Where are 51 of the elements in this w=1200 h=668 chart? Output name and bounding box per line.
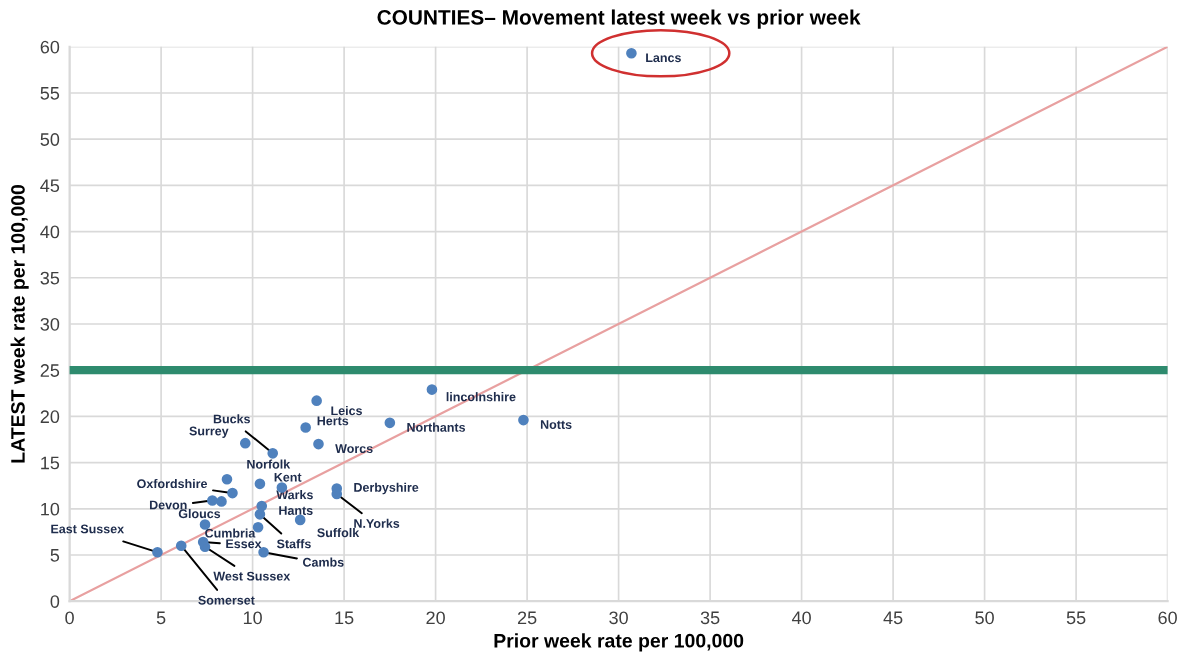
y-tick-label: 50 [40, 133, 60, 146]
y-tick-label: 5 [50, 549, 60, 562]
x-tick-label: 30 [609, 611, 628, 625]
x-tick-label: 55 [1066, 611, 1086, 625]
y-tick-label: 55 [40, 87, 60, 100]
x-tick-label: 5 [156, 611, 166, 625]
chart-title: COUNTIES– Movement latest week vs prior week [377, 9, 861, 29]
x-tick-label: 40 [791, 611, 811, 625]
y-tick-label: 45 [40, 179, 60, 193]
x-tick-label: 45 [883, 611, 903, 625]
y-tick-label: 25 [40, 364, 60, 377]
point [300, 422, 311, 433]
x-tick-label: 35 [700, 611, 720, 625]
point [518, 414, 529, 426]
x-tick-label: 10 [243, 611, 262, 625]
point [227, 487, 238, 499]
x-axis-title: Prior week rate per 100,000 [494, 633, 744, 652]
x-tick-label: 0 [65, 611, 74, 625]
x-tick-label: 60 [1158, 611, 1177, 625]
point [256, 500, 268, 512]
x-tick-label: 15 [335, 611, 354, 625]
x-tick-label: 25 [517, 611, 537, 625]
point [175, 540, 187, 552]
y-tick-label: 30 [40, 317, 60, 331]
point [216, 496, 227, 507]
point [294, 514, 306, 526]
point [239, 437, 251, 449]
point [258, 546, 269, 558]
y-tick-label: 20 [40, 410, 60, 424]
point [207, 495, 218, 506]
point [199, 519, 211, 530]
y-tick-label: 35 [40, 271, 60, 285]
y-tick-label: 40 [40, 225, 60, 239]
point [313, 438, 324, 450]
point [254, 478, 266, 490]
y-tick-label: 10 [41, 502, 60, 516]
point [384, 417, 396, 429]
point [267, 448, 279, 459]
point [311, 395, 322, 406]
point [254, 509, 266, 520]
point [626, 47, 637, 59]
y-axis-title: LATEST week rate per 100,000 [10, 184, 29, 463]
point [426, 384, 438, 395]
x-tick-label: 50 [975, 611, 994, 625]
y-tick-label: 0 [50, 595, 60, 608]
y-tick-label: 15 [41, 456, 60, 470]
point [199, 541, 211, 552]
point [221, 473, 233, 485]
x-tick-label: 20 [426, 611, 445, 625]
point [152, 546, 163, 558]
y-tick-label: 60 [40, 40, 60, 54]
